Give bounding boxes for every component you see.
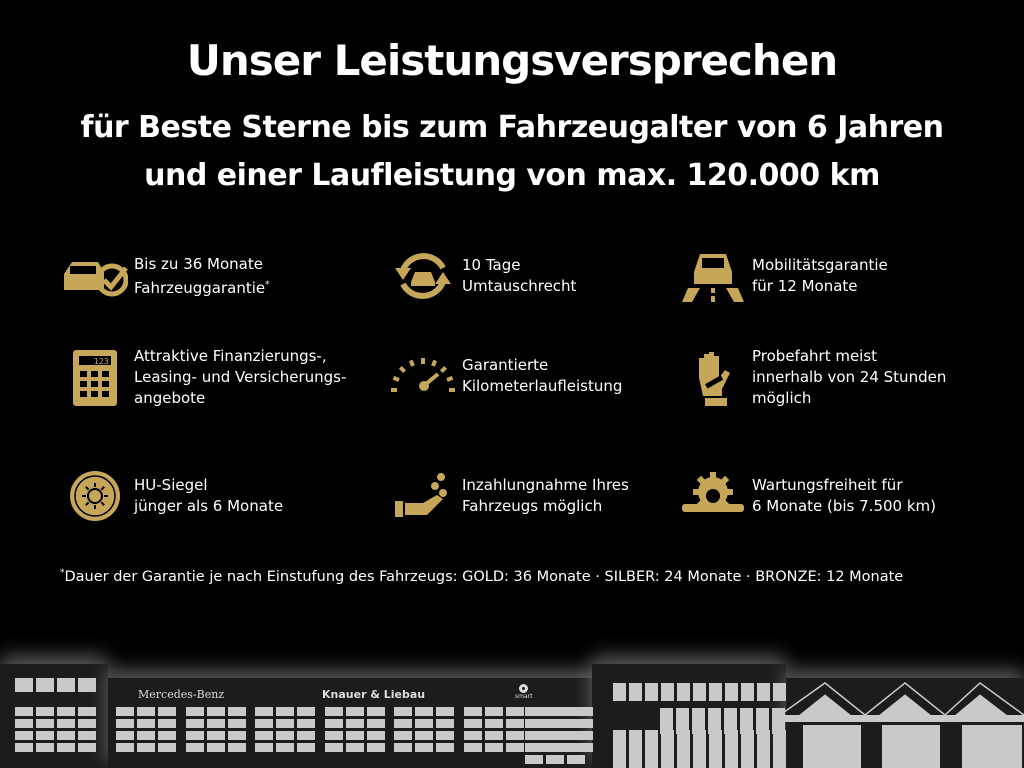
benefit-text: Bis zu 36 Monate Fahrzeuggarantie* [134, 254, 270, 299]
benefit-line: Mobilitätsgarantie [752, 256, 888, 274]
subtitle-line-1: für Beste Sterne bis zum Fahrzeugalter v… [80, 110, 944, 145]
benefit-item: 123 Attraktive Finanzierungs-, Leasing- un… [62, 346, 346, 409]
window-grid [116, 707, 176, 752]
window-grid [185, 707, 246, 752]
footnote-text: Dauer der Garantie je nach Einstufung de… [64, 568, 904, 585]
hand-key-icon [680, 348, 746, 408]
benefit-item: Bis zu 36 Monate Fahrzeuggarantie* [62, 246, 270, 306]
svg-text:123: 123 [94, 357, 109, 366]
page-title: Unser Leistungsversprechen [186, 36, 838, 85]
window-grid [613, 683, 786, 701]
benefit-line: innerhalb von 24 Stunden [752, 368, 947, 386]
subtitle-line-2: und einer Laufleistung von max. 120.000 … [144, 158, 880, 193]
benefit-text: Attraktive Finanzierungs-, Leasing- und V… [134, 346, 346, 409]
benefit-line: Umtauschrecht [462, 277, 577, 295]
window-grid [525, 707, 585, 764]
benefit-text: Garantierte Kilometerlaufleistung [462, 355, 622, 397]
car-road-icon [680, 246, 746, 306]
benefit-item: Mobilitätsgarantie für 12 Monate [680, 246, 888, 306]
roof-icon [780, 682, 1024, 768]
benefit-line: jünger als 6 Monate [134, 497, 284, 515]
car-check-icon [62, 246, 128, 306]
benefit-line: für 12 Monate [752, 277, 858, 295]
mercedes-benz-logo: Mercedes-Benz [138, 688, 225, 701]
benefit-line: Attraktive Finanzierungs-, [134, 347, 327, 365]
calculator-icon: 123 [62, 348, 128, 408]
footnote: *Dauer der Garantie je nach Einstufung d… [60, 568, 903, 585]
window-grid [15, 678, 96, 692]
benefit-line: möglich [752, 389, 812, 407]
window-grid [324, 707, 385, 752]
benefit-item: Wartungsfreiheit für 6 Monate (bis 7.500 … [680, 466, 936, 526]
benefit-line: Leasing- und Versicherungs- [134, 368, 347, 386]
benefit-line: Wartungsfreiheit für [752, 476, 903, 494]
window-grid [394, 707, 454, 752]
benefit-text: HU-Siegel jünger als 6 Monate [134, 475, 283, 517]
benefit-item: Probefahrt meist innerhalb von 24 Stunden… [680, 346, 946, 409]
window-grid [15, 707, 96, 752]
benefit-line: Inzahlungnahme Ihres [462, 476, 629, 494]
speedometer-icon [390, 346, 456, 406]
benefit-line: 6 Monate (bis 7.500 km) [752, 497, 936, 515]
car-exchange-icon [390, 246, 456, 306]
benefit-line: Fahrzeuggarantie* [134, 278, 270, 297]
benefit-line: Bis zu 36 Monate [134, 254, 263, 273]
footnote-mark: * [60, 568, 65, 578]
benefit-line: HU-Siegel [134, 476, 208, 494]
benefit-line: Garantierte [462, 356, 549, 374]
gear-wrench-icon [680, 466, 746, 526]
benefit-line: 10 Tage [462, 256, 521, 274]
benefit-line: Probefahrt meist [752, 347, 878, 365]
benefit-text: Inzahlungnahme Ihres Fahrzeugs möglich [462, 475, 629, 517]
footnote-marker: * [265, 279, 270, 290]
benefit-text: Mobilitätsgarantie für 12 Monate [752, 255, 888, 297]
seal-icon [62, 466, 128, 526]
benefit-item: 10 Tage Umtauschrecht [390, 246, 576, 306]
benefit-text: Wartungsfreiheit für 6 Monate (bis 7.500 … [752, 475, 936, 517]
benefit-line: Kilometerlaufleistung [462, 377, 623, 395]
hand-coins-icon [390, 466, 456, 526]
benefit-item: HU-Siegel jünger als 6 Monate [62, 466, 283, 526]
smart-logo: smart [515, 684, 532, 700]
benefit-line: Fahrzeugs möglich [462, 497, 603, 515]
window-grid [255, 707, 315, 752]
benefit-text: 10 Tage Umtauschrecht [462, 255, 576, 297]
benefit-item: Garantierte Kilometerlaufleistung [390, 346, 622, 406]
window-grid [463, 707, 524, 752]
window-grid [613, 730, 786, 768]
benefit-line: angebote [134, 389, 206, 407]
knauer-liebau-logo: Knauer & Liebau [322, 688, 426, 701]
benefit-item: Inzahlungnahme Ihres Fahrzeugs möglich [390, 466, 629, 526]
benefit-text: Probefahrt meist innerhalb von 24 Stunden… [752, 346, 946, 409]
